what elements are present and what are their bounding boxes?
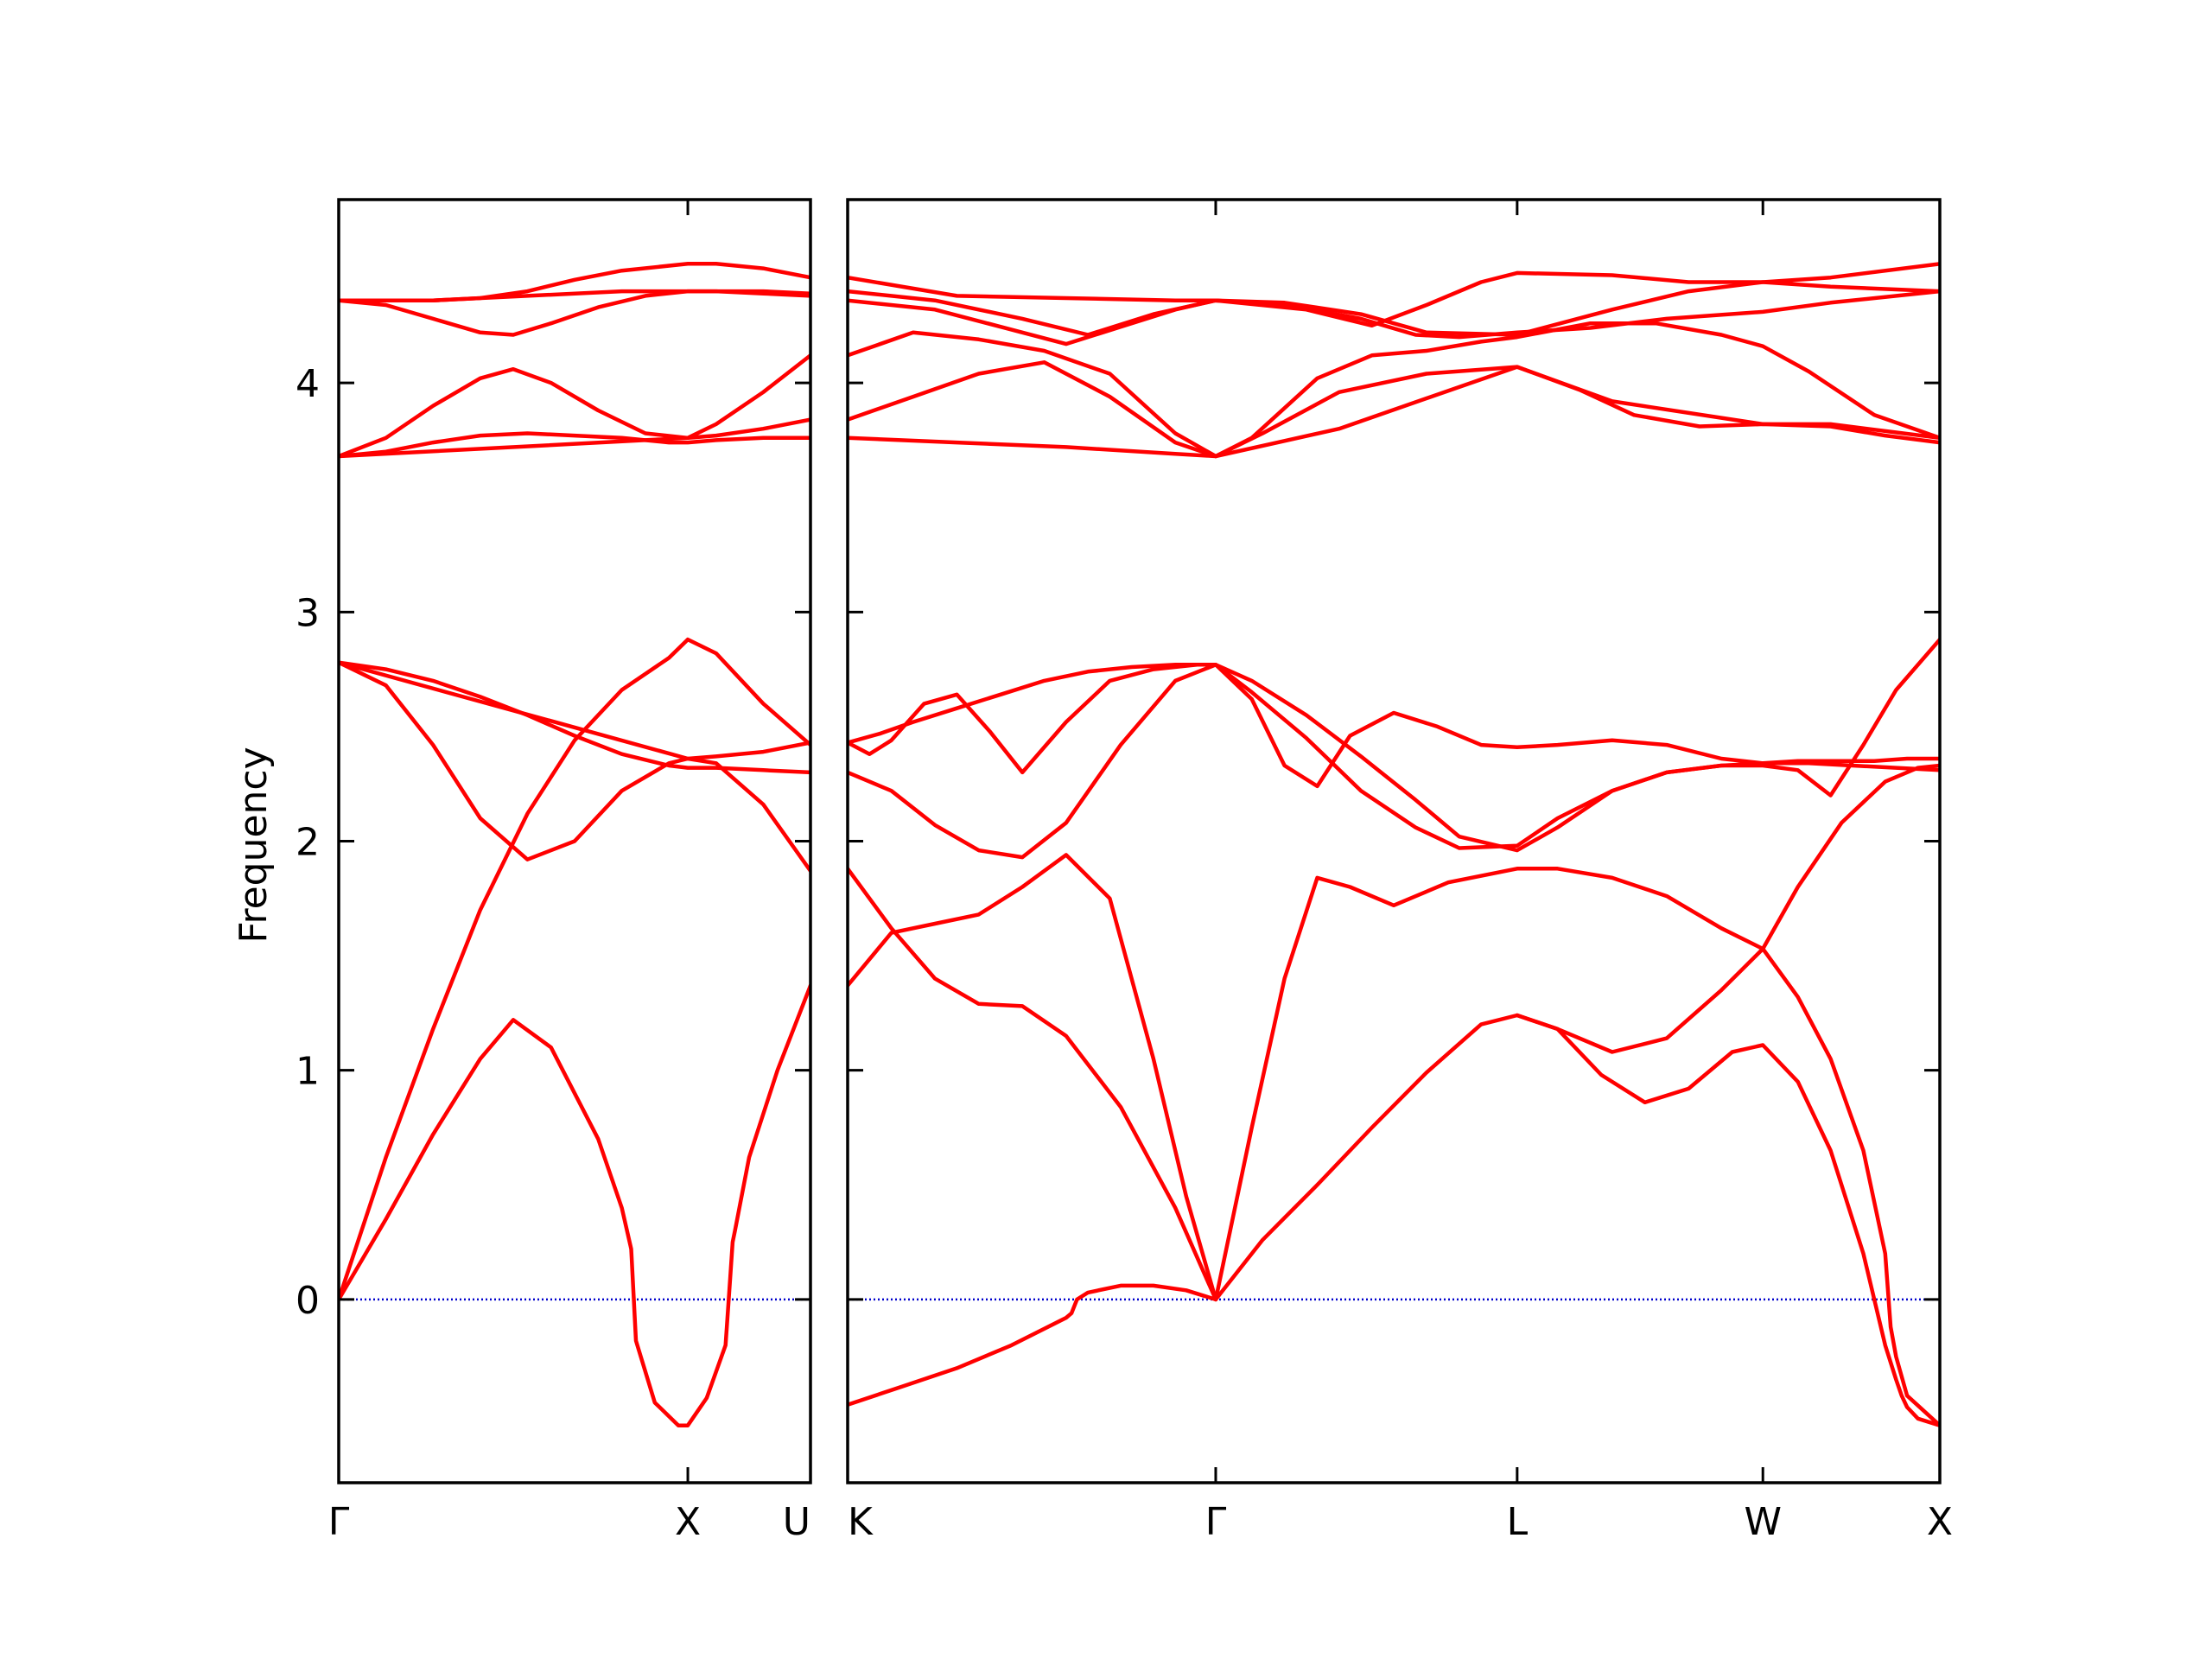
phonon-band-13: [848, 289, 1940, 346]
phonon-band-1: [848, 1283, 1218, 1408]
phonon-band-14: [848, 262, 1940, 337]
bands-group: [848, 262, 1940, 1427]
x-tick-label-U: U: [783, 1500, 810, 1544]
x-tick-label-X: X: [1927, 1500, 1953, 1544]
panel-frame: [846, 198, 1942, 1484]
phonon-band-9: [339, 289, 810, 337]
phonon-band-6: [848, 853, 1218, 1302]
phonon-band-15: [848, 270, 1940, 328]
x-tick-label-Γ: Γ: [328, 1500, 350, 1544]
phonon-band-7: [339, 366, 810, 459]
panel-gamma-x-u: 0 1 2 3 4 Γ X U: [296, 198, 812, 1544]
phonon-band-4: [1213, 867, 1940, 1427]
phonon-band-1: [339, 983, 810, 1427]
phonon-band-5: [339, 660, 810, 761]
phonon-band-2: [1213, 1013, 1940, 1427]
x-tick-label-X: X: [675, 1500, 701, 1544]
phonon-band-4: [339, 660, 810, 775]
phonon-band-12: [848, 321, 1940, 459]
phonon-band-11: [339, 289, 810, 302]
phonon-band-3: [848, 867, 1218, 1302]
bands-group: [339, 262, 810, 1427]
x-tick-label-L: L: [1507, 1500, 1529, 1544]
y-tick-label: 0: [296, 1279, 320, 1323]
y-axis-label: Frequency: [232, 747, 276, 943]
x-tick-label-W: W: [1744, 1500, 1782, 1544]
phonon-band-5: [1515, 763, 1940, 1054]
y-tick-label: 2: [296, 821, 320, 865]
y-tick-label: 4: [296, 362, 320, 406]
phonon-band-3: [339, 660, 810, 874]
x-tick-label-K: K: [848, 1500, 874, 1544]
y-tick-label: 3: [296, 591, 320, 635]
phonon-band-8: [848, 637, 1940, 853]
x-tick-label-Γ: Γ: [1205, 1500, 1227, 1544]
phonon-band-9: [848, 663, 1940, 789]
phonon-band-11: [848, 360, 1940, 459]
phonon-band-2: [339, 637, 810, 1302]
phonon-band-6: [339, 431, 810, 459]
phonon-band-8: [339, 353, 810, 459]
y-tick-label: 1: [296, 1050, 320, 1094]
